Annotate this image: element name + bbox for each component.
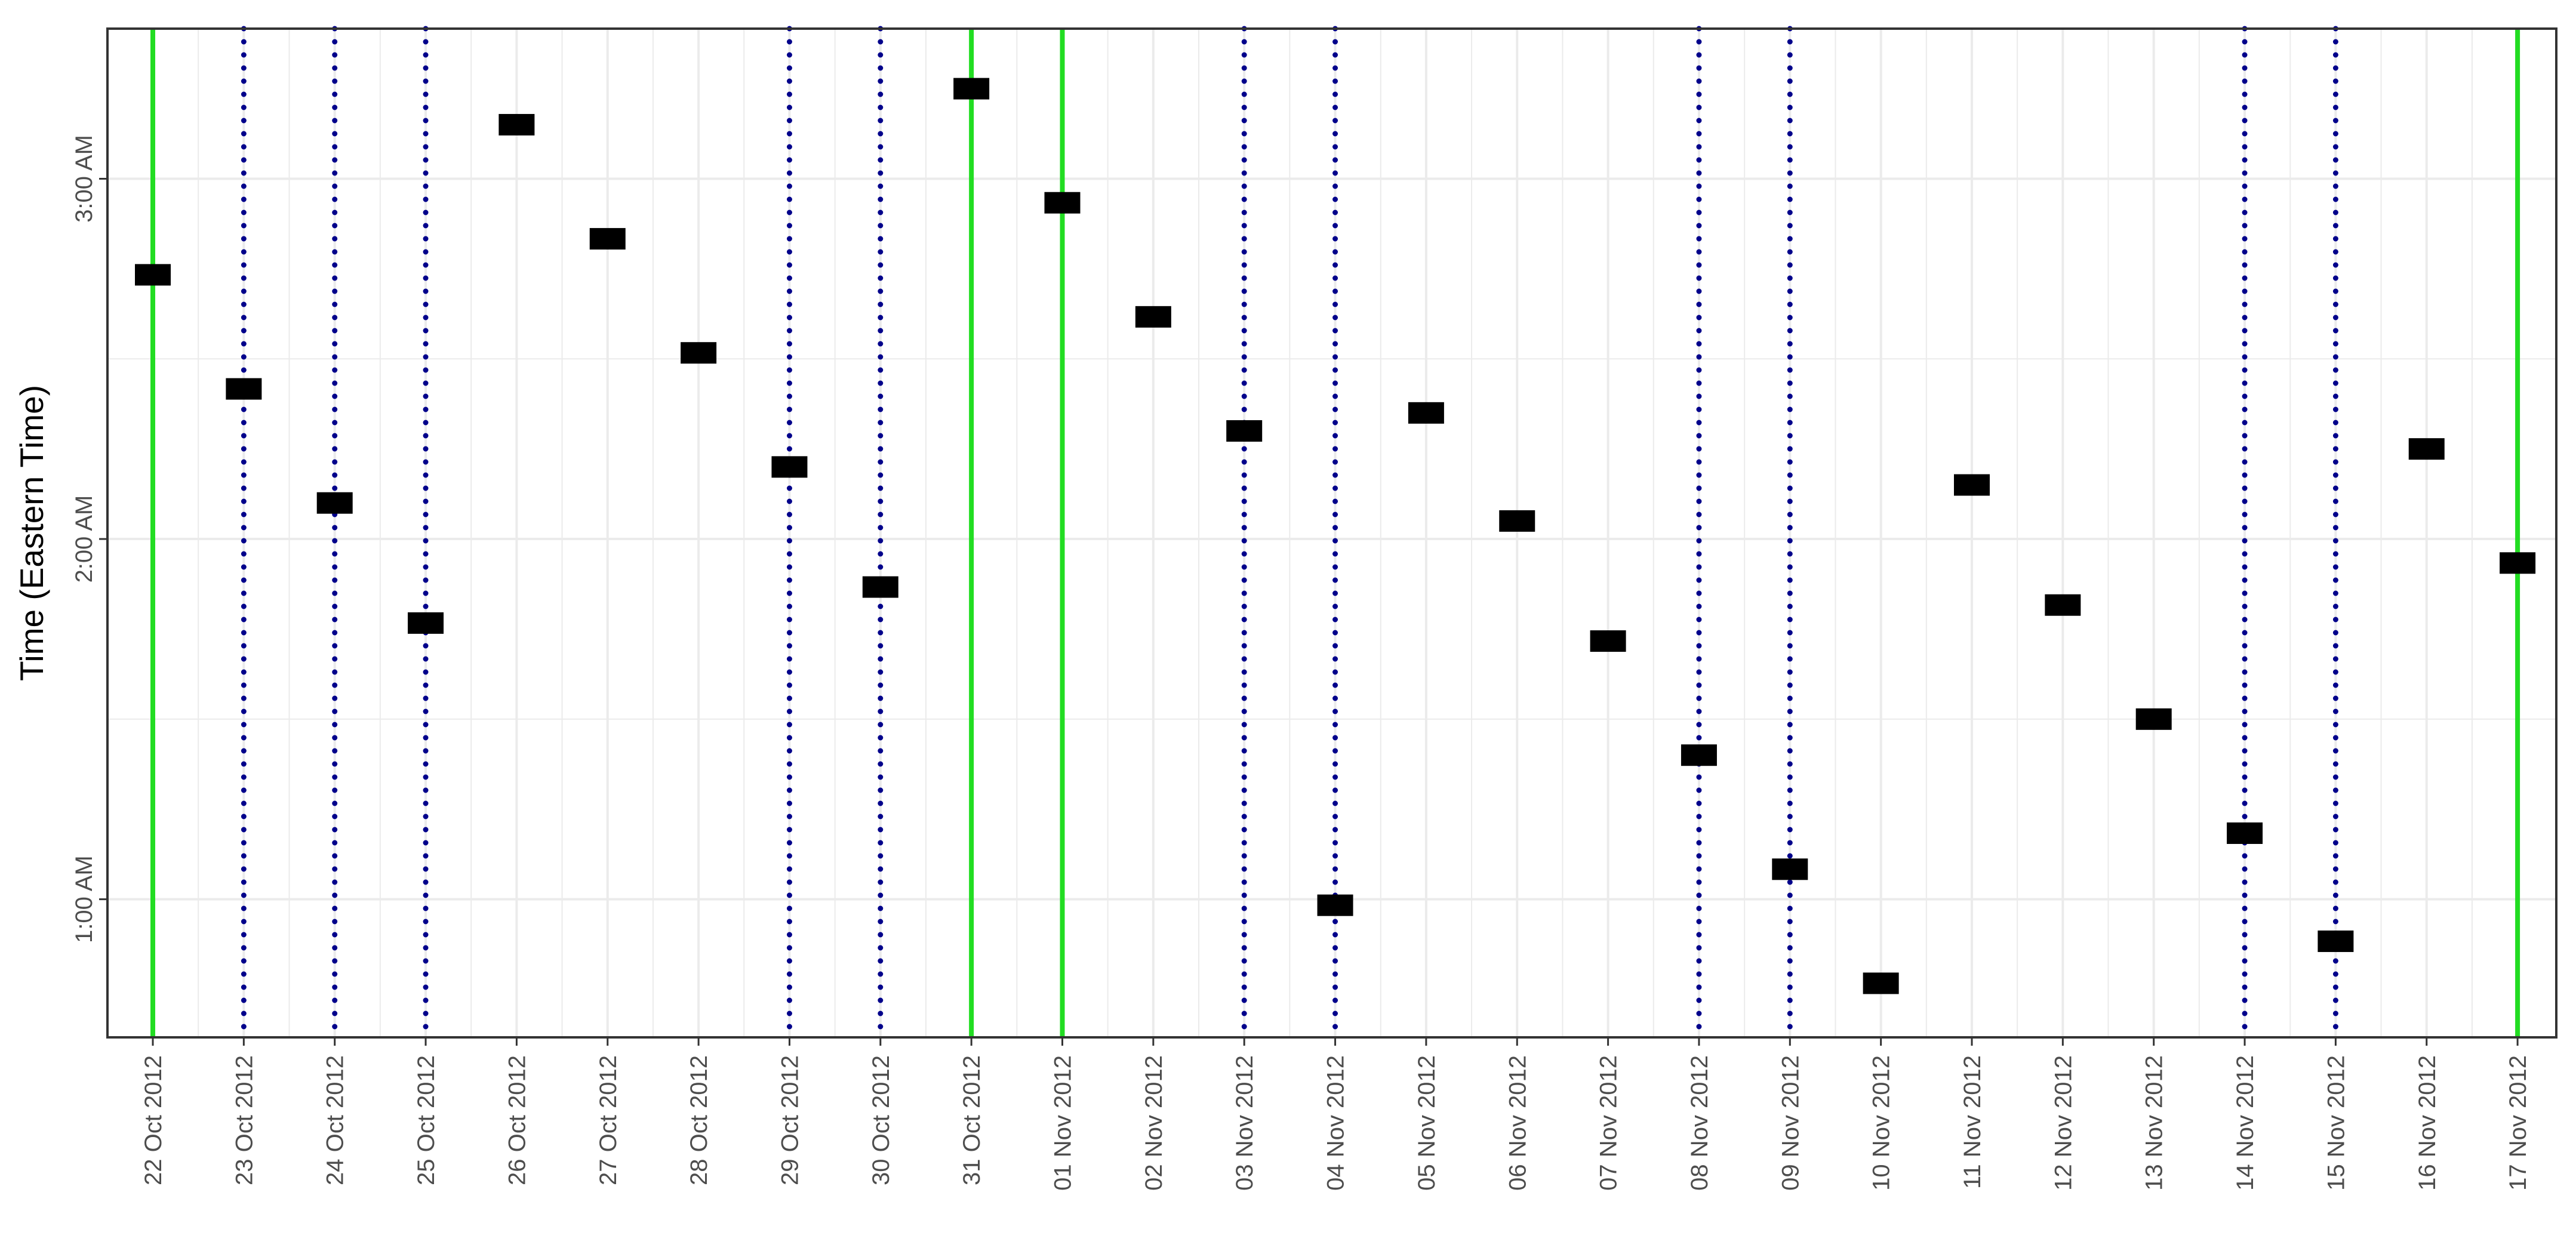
x-tick-label: 14 Nov 2012 bbox=[2232, 1055, 2258, 1191]
data-point bbox=[953, 78, 990, 100]
y-tick-label: 2:00 AM bbox=[71, 495, 97, 583]
data-point bbox=[1135, 306, 1171, 328]
x-tick-label: 05 Nov 2012 bbox=[1414, 1055, 1440, 1191]
x-tick-label: 08 Nov 2012 bbox=[1686, 1055, 1713, 1191]
x-tick-label: 25 Oct 2012 bbox=[413, 1055, 439, 1185]
x-tick-label: 28 Oct 2012 bbox=[686, 1055, 712, 1185]
data-point bbox=[2408, 438, 2445, 460]
x-tick-label: 17 Nov 2012 bbox=[2505, 1055, 2531, 1191]
data-point bbox=[1408, 402, 1444, 424]
x-tick-label: 02 Nov 2012 bbox=[1141, 1055, 1167, 1191]
data-point bbox=[1590, 630, 1626, 652]
y-tick-label: 1:00 AM bbox=[71, 855, 97, 943]
y-axis-label: Time (Eastern Time) bbox=[13, 385, 50, 681]
x-tick-label: 23 Oct 2012 bbox=[231, 1055, 257, 1185]
x-tick-label: 06 Nov 2012 bbox=[1504, 1055, 1531, 1191]
data-point bbox=[1772, 858, 1808, 880]
data-point bbox=[1317, 894, 1353, 916]
reference-lines bbox=[150, 26, 2520, 1040]
x-tick-label: 26 Oct 2012 bbox=[504, 1055, 530, 1185]
x-tick-label: 01 Nov 2012 bbox=[1050, 1055, 1076, 1191]
x-tick-label: 11 Nov 2012 bbox=[1959, 1055, 1986, 1189]
data-point bbox=[135, 264, 171, 286]
data-point bbox=[862, 576, 898, 598]
x-tick-label: 10 Nov 2012 bbox=[1869, 1055, 1895, 1191]
x-tick-label: 12 Nov 2012 bbox=[2050, 1055, 2076, 1191]
panel-border bbox=[106, 27, 2557, 1039]
x-tick-label: 13 Nov 2012 bbox=[2141, 1055, 2168, 1191]
data-point bbox=[2135, 708, 2172, 730]
data-point bbox=[226, 378, 262, 400]
data-point bbox=[408, 612, 444, 634]
y-axis-ticks: 1:00 AM 2:00 AM 3:00 AM bbox=[71, 135, 107, 943]
x-tick-label: 30 Oct 2012 bbox=[868, 1055, 894, 1185]
data-point bbox=[2318, 931, 2354, 953]
y-tick-label: 3:00 AM bbox=[71, 135, 97, 223]
data-points bbox=[135, 78, 2536, 994]
x-tick-label: 07 Nov 2012 bbox=[1596, 1055, 1622, 1191]
data-point bbox=[681, 342, 717, 364]
data-point bbox=[1226, 420, 1263, 442]
x-tick-label: 24 Oct 2012 bbox=[322, 1055, 349, 1185]
data-point bbox=[1954, 474, 1990, 496]
data-point bbox=[1044, 192, 1081, 214]
data-point bbox=[316, 492, 353, 514]
x-tick-label: 15 Nov 2012 bbox=[2323, 1055, 2349, 1191]
x-tick-label: 03 Nov 2012 bbox=[1232, 1055, 1258, 1191]
data-point bbox=[589, 228, 626, 250]
data-point bbox=[498, 113, 535, 135]
x-tick-label: 04 Nov 2012 bbox=[1323, 1055, 1349, 1191]
x-tick-label: 31 Oct 2012 bbox=[959, 1055, 985, 1185]
data-point bbox=[771, 456, 808, 478]
x-tick-label: 27 Oct 2012 bbox=[595, 1055, 621, 1185]
x-tick-label: 29 Oct 2012 bbox=[777, 1055, 803, 1185]
data-point bbox=[1499, 510, 1535, 532]
data-point bbox=[1863, 972, 1899, 994]
data-point bbox=[2045, 594, 2081, 616]
x-tick-label: 16 Nov 2012 bbox=[2414, 1055, 2440, 1191]
x-tick-label: 22 Oct 2012 bbox=[140, 1055, 167, 1185]
x-tick-label: 09 Nov 2012 bbox=[1777, 1055, 1803, 1191]
data-point bbox=[1681, 744, 1717, 766]
x-axis-ticks: 22 Oct 2012 23 Oct 2012 24 Oct 2012 25 Oct … bbox=[140, 1037, 2531, 1191]
data-point bbox=[2227, 822, 2263, 844]
data-point bbox=[2500, 552, 2536, 574]
